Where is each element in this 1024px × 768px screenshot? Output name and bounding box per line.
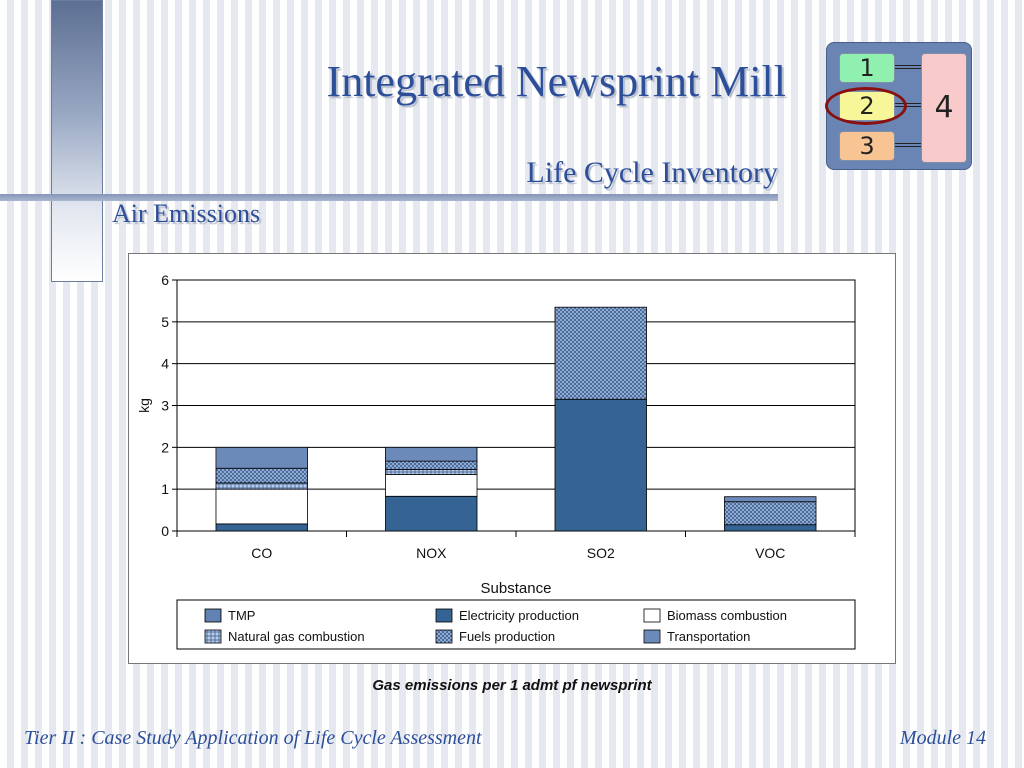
- decorative-vertical-bar: [51, 0, 103, 282]
- y-tick-label-3: 3: [161, 398, 169, 414]
- highlight-ring-icon: [825, 87, 907, 125]
- bar-nox-biomass-combustion: [385, 474, 478, 497]
- chart-frame: 0 1 2 3 4 5 6 kg CO NOX SO2 VOC Substance TMP Electric…: [128, 253, 896, 664]
- legend-swatch-biomass-combustion: [643, 608, 661, 623]
- y-tick-label-2: 2: [161, 439, 169, 455]
- legend-box: [176, 599, 856, 650]
- y-tick-label-4: 4: [161, 356, 169, 372]
- bar-voc-electricity-production: [724, 524, 817, 532]
- module-box-4: 4: [921, 53, 967, 163]
- legend-label-natural-gas-combustion: Natural gas combustion: [228, 629, 365, 644]
- y-tick-label-1: 1: [161, 481, 169, 497]
- legend-swatch-fuels-production: [435, 629, 453, 644]
- module-box-1: 1: [839, 53, 895, 83]
- decorative-horizontal-rule: [0, 194, 778, 201]
- bar-voc-transportation: [724, 496, 817, 503]
- slide-title: Integrated Newsprint Mill: [326, 57, 786, 106]
- connector-2-4: [893, 103, 921, 107]
- legend-label-biomass-combustion: Biomass combustion: [667, 608, 787, 623]
- legend-label-fuels-production: Fuels production: [459, 629, 555, 644]
- legend-label-electricity-production: Electricity production: [459, 608, 579, 623]
- x-tick-label-voc: VOC: [755, 545, 785, 561]
- x-axis-label: Substance: [481, 580, 552, 597]
- legend-swatch-electricity-production: [435, 608, 453, 623]
- bar-co-electricity-production: [215, 523, 308, 532]
- stacked-bar-chart: 0 1 2 3 4 5 6 kg CO NOX SO2 VOC Substance TMP Electric…: [136, 272, 856, 650]
- legend-swatch-natural-gas-combustion: [204, 629, 222, 644]
- module-diagram-icon: 1 2 3 4: [825, 42, 972, 170]
- footer-module-number: Module 14: [899, 727, 986, 749]
- y-tick-label-5: 5: [161, 314, 169, 330]
- footer-course-title: Tier II : Case Study Application of Life…: [24, 727, 482, 749]
- chart-caption: Gas emissions per 1 admt pf newsprint: [372, 677, 652, 694]
- bar-voc-fuels-production: [724, 501, 817, 526]
- connector-1-4: [893, 65, 921, 69]
- legend-swatch-tmp: [204, 608, 222, 623]
- bar-co-transportation: [215, 446, 308, 469]
- bar-co-biomass-combustion: [215, 488, 308, 525]
- bar-so2-fuels-production: [554, 306, 647, 400]
- section-heading: Air Emissions: [112, 199, 261, 228]
- y-tick-label-6: 6: [161, 272, 169, 288]
- x-tick-label-so2: SO2: [587, 545, 615, 561]
- bar-nox-transportation: [385, 446, 478, 462]
- slide-subtitle: Life Cycle Inventory: [526, 156, 778, 189]
- legend-label-tmp: TMP: [228, 608, 255, 623]
- y-axis-label: kg: [136, 398, 152, 413]
- bar-nox-natural-gas-combustion: [385, 469, 478, 475]
- bar-nox-fuels-production: [385, 460, 478, 470]
- bar-co-natural-gas-combustion: [215, 482, 308, 490]
- y-tick-label-0: 0: [161, 523, 169, 539]
- module-box-3: 3: [839, 131, 895, 161]
- connector-3-4: [893, 143, 921, 147]
- x-tick-label-co: CO: [251, 545, 272, 561]
- bar-co-fuels-production: [215, 467, 308, 484]
- legend-swatch-transportation: [643, 629, 661, 644]
- bar-so2-electricity-production: [554, 398, 647, 532]
- bar-nox-electricity-production: [385, 495, 478, 532]
- x-tick-label-nox: NOX: [416, 545, 447, 561]
- legend-label-transportation: Transportation: [667, 629, 750, 644]
